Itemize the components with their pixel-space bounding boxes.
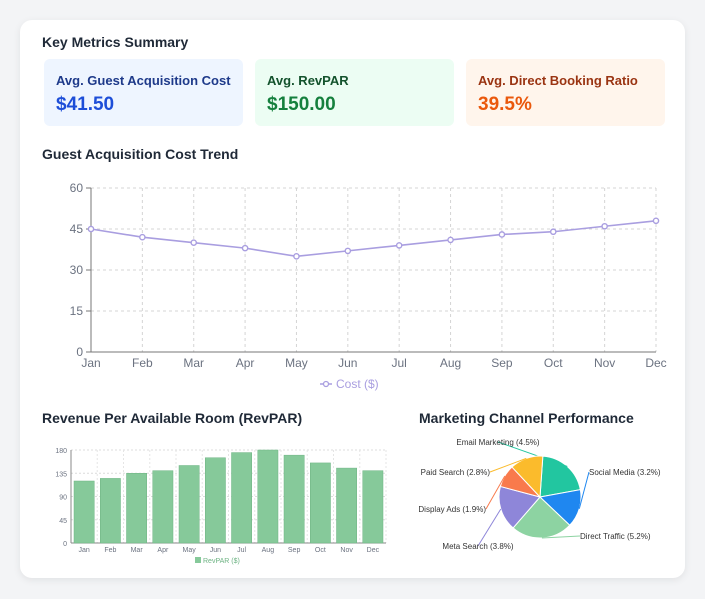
line-chart-title: Guest Acquisition Cost Trend (42, 146, 239, 162)
bar-y-tick-label: 0 (63, 541, 67, 548)
line-x-tick-label: Mar (183, 356, 204, 370)
pie-slice-label: Social Media (3.2%) (589, 468, 661, 477)
line-point (344, 247, 352, 255)
pie-slice (498, 485, 541, 529)
line-x-tick-label: Jun (338, 356, 357, 370)
summary-title: Key Metrics Summary (42, 34, 189, 50)
bar-y-tick-label: 45 (59, 518, 67, 525)
line-point (87, 225, 95, 233)
line-point (549, 228, 557, 236)
pie-label-leader (477, 508, 502, 547)
bar-x-tick-label: Dec (367, 547, 380, 554)
line-point (139, 233, 146, 241)
bar-x-tick-label: Jul (237, 547, 246, 554)
metric-label: Avg. RevPAR (267, 73, 349, 88)
line-point (241, 244, 249, 252)
line-x-tick-label: May (285, 356, 308, 370)
line-legend-label: Cost ($) (336, 377, 379, 391)
bar-legend-swatch (195, 557, 201, 563)
line-x-tick-label: Oct (544, 356, 563, 370)
bar-x-tick-label: Jan (78, 547, 89, 554)
line-point (447, 236, 454, 244)
line-y-tick-label: 30 (70, 263, 84, 277)
bar (310, 462, 331, 544)
metric-card-revpar: Avg. RevPAR $150.00 (255, 59, 454, 126)
line-point (395, 242, 403, 249)
line-point (190, 239, 198, 246)
bar-x-tick-label: Apr (157, 547, 169, 554)
bar-y-tick-label: 90 (59, 495, 67, 502)
bar-x-tick-label: Mar (131, 547, 144, 554)
bar (152, 470, 174, 544)
line-point (601, 222, 608, 230)
metric-label: Avg. Guest Acquisition Cost (56, 73, 231, 88)
bar (100, 478, 121, 544)
pie-label-leader (497, 441, 568, 467)
pie-slice-label: Email Marketing (4.5%) (456, 438, 539, 447)
line-point (293, 253, 300, 260)
bar (362, 470, 384, 544)
line-y-tick-label: 45 (70, 222, 84, 236)
pie-label-leader (489, 457, 527, 473)
line-point (652, 217, 660, 225)
pie-slice-label: Paid Search (2.8%) (421, 468, 491, 477)
bar (178, 465, 200, 544)
line-x-tick-label: Feb (132, 356, 153, 370)
line-y-tick-label: 15 (70, 304, 84, 318)
metric-label: Avg. Direct Booking Ratio (478, 73, 638, 88)
line-x-tick-label: Nov (594, 356, 615, 370)
bar-x-tick-label: Nov (340, 547, 353, 554)
bar-chart-title: Revenue Per Available Room (RevPAR) (42, 410, 303, 426)
line-series-cost (90, 220, 657, 258)
line-x-tick-label: Dec (645, 356, 666, 370)
pie-label-leader (578, 471, 590, 509)
bar-x-tick-label: May (183, 547, 197, 554)
line-x-tick-label: Aug (440, 356, 461, 370)
bar-x-tick-label: Sep (288, 547, 301, 554)
pie-slice-label: Direct Traffic (5.2%) (580, 532, 651, 541)
bar (73, 480, 95, 544)
line-y-tick-label: 0 (76, 345, 83, 359)
pie-label-leader (541, 535, 581, 539)
metric-value: $41.50 (56, 94, 115, 115)
pie-slice-label: Meta Search (3.8%) (442, 542, 513, 551)
bar-y-tick-label: 135 (55, 471, 67, 478)
bar (231, 452, 252, 544)
metric-value: 39.5% (478, 94, 532, 115)
bar-x-tick-label: Oct (315, 547, 326, 554)
pie-chart-title: Marketing Channel Performance (419, 410, 634, 426)
bar-legend-label: RevPAR ($) (203, 558, 240, 565)
line-legend-marker (322, 380, 330, 388)
bar (126, 473, 147, 544)
bar (257, 449, 279, 544)
metric-value: $150.00 (267, 94, 336, 115)
bar-y-tick-label: 180 (55, 448, 67, 455)
line-point (498, 231, 506, 238)
bar-x-tick-label: Jun (210, 547, 221, 554)
pie-slice-label: Display Ads (1.9%) (418, 505, 486, 514)
line-x-tick-label: Jul (392, 356, 407, 370)
pie-label-leader (485, 475, 506, 510)
metric-card-direct-booking: Avg. Direct Booking Ratio 39.5% (466, 59, 665, 126)
line-x-tick-label: Jan (81, 356, 100, 370)
line-x-tick-label: Sep (491, 356, 513, 370)
line-y-tick-label: 60 (70, 181, 84, 195)
metric-card-acquisition-cost: Avg. Guest Acquisition Cost $41.50 (44, 59, 243, 126)
bar (205, 457, 226, 544)
line-x-tick-label: Apr (236, 356, 255, 370)
bar (283, 454, 305, 544)
bar-x-tick-label: Aug (262, 547, 275, 554)
bar (336, 467, 357, 544)
bar-x-tick-label: Feb (104, 547, 116, 554)
